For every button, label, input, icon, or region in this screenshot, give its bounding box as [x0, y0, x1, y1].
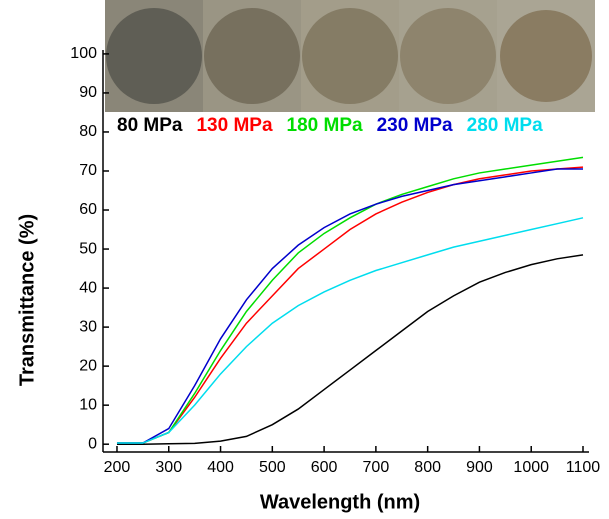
line-series	[116, 217, 584, 444]
x-tick-label: 400	[207, 459, 234, 476]
legend-entry: 280 MPa	[467, 115, 543, 136]
x-tick-label: 700	[363, 459, 390, 476]
line-series	[116, 166, 584, 444]
x-axis-label: Wavelength (nm)	[260, 491, 420, 513]
legend-entry: 180 MPa	[287, 115, 363, 136]
legend-entry: 230 MPa	[377, 115, 453, 136]
legend: 80 MPa 130 MPa 180 MPa 230 MPa 280 MPa	[117, 115, 543, 136]
y-tick-label: 40	[79, 279, 97, 296]
y-tick-label: 20	[79, 357, 97, 374]
y-tick-label: 10	[79, 396, 97, 413]
y-tick-label: 0	[88, 435, 97, 452]
y-tick-label: 100	[70, 45, 97, 62]
sample-disk	[204, 8, 300, 104]
x-tick-label: 300	[155, 459, 182, 476]
y-axis-label: Transmittance (%)	[16, 214, 38, 386]
x-tick-label: 900	[466, 459, 493, 476]
sample-disk	[500, 10, 592, 102]
sample-disk	[302, 8, 398, 104]
legend-entry: 130 MPa	[196, 115, 272, 136]
y-tick-label: 80	[79, 123, 97, 140]
sample-disk	[400, 8, 496, 104]
x-tick-label: 800	[414, 459, 441, 476]
x-tick-label: 200	[104, 459, 131, 476]
x-tick-label: 1000	[513, 459, 549, 476]
y-tick-label: 30	[79, 318, 97, 335]
legend-entry: 80 MPa	[117, 115, 183, 136]
sample-disk	[106, 8, 202, 104]
x-tick-label: 1100	[566, 459, 601, 476]
x-tick-label: 500	[259, 459, 286, 476]
line-series	[116, 168, 583, 444]
x-tick-label: 600	[311, 459, 338, 476]
y-tick-label: 50	[79, 240, 97, 257]
line-series	[116, 156, 584, 444]
sample-photos	[105, 0, 595, 112]
y-tick-label: 60	[79, 201, 97, 218]
line-series	[116, 254, 584, 445]
y-tick-label: 90	[79, 84, 97, 101]
y-tick-label: 70	[79, 162, 97, 179]
